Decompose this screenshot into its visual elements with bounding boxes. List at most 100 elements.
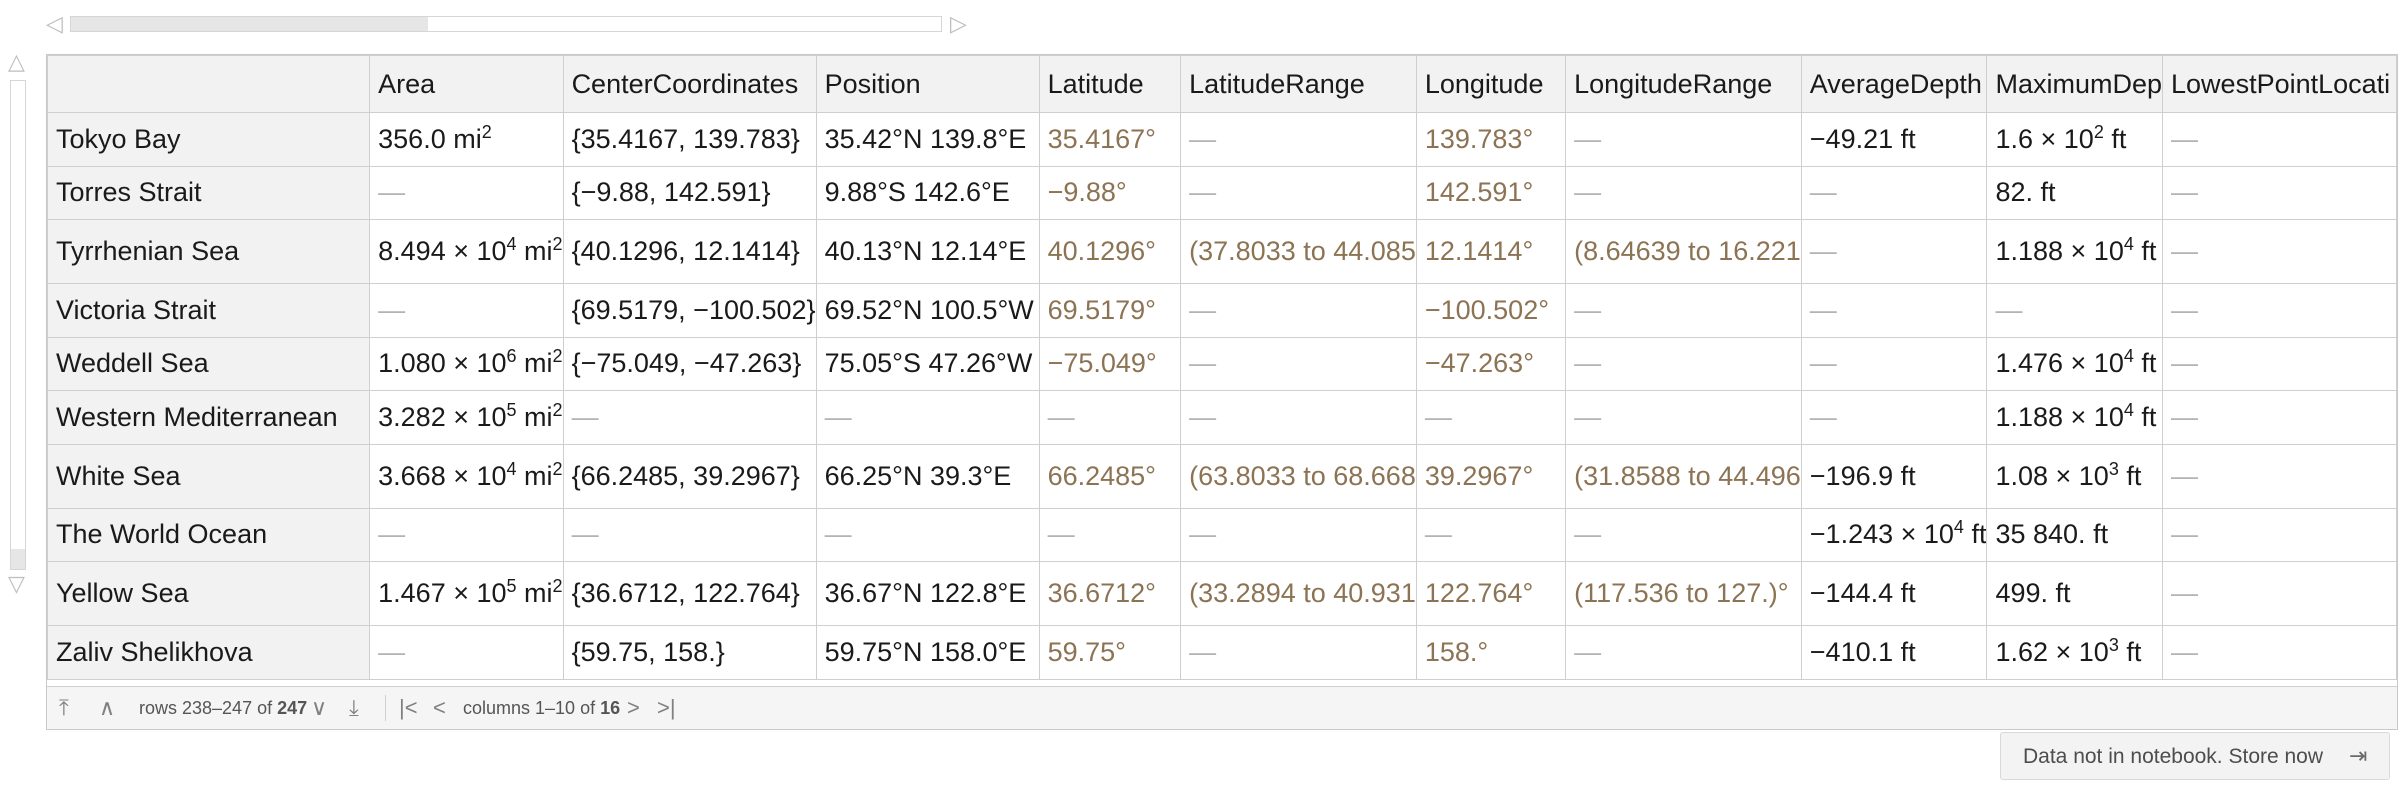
empty-value: — xyxy=(1809,401,1837,432)
latitude-cell: 35.4167° xyxy=(1038,112,1182,167)
scroll-left-arrow-icon[interactable]: ◁ xyxy=(46,11,63,36)
vertical-scroll-track[interactable] xyxy=(10,80,26,570)
scroll-right-arrow-icon[interactable]: ▷ xyxy=(950,11,967,36)
longitude-range-cell: (31.8588 to 44.496 xyxy=(1565,443,1802,509)
maximum-depth-cell: 35 840. ft xyxy=(1986,507,2164,562)
quantity-mantissa: 3.282 × 10 xyxy=(378,401,507,432)
latitude-range-cell: (37.8033 to 44.085 xyxy=(1180,219,1417,284)
quantity-unit: mi xyxy=(524,348,553,379)
last-column-icon[interactable]: >| xyxy=(657,695,676,720)
unit-power: 2 xyxy=(552,576,563,596)
table-row[interactable]: Yellow Sea 1.467 × 105 mi2 {36.6712, 122.7… xyxy=(47,561,2397,626)
quantity-exponent: 3 xyxy=(2108,458,2119,479)
last-page-icon[interactable]: ⤓ xyxy=(349,695,359,720)
longitude-cell: −47.263° xyxy=(1415,336,1567,391)
unit-power: 2 xyxy=(552,346,563,367)
quantity-unit: ft xyxy=(2126,636,2142,667)
previous-column-icon[interactable]: < xyxy=(433,695,446,720)
area-cell: — xyxy=(369,165,564,220)
area-cell: 8.494 × 104 mi2 xyxy=(369,219,564,284)
lowest-point-cell: — xyxy=(2162,390,2397,445)
latitude-cell: 66.2485° xyxy=(1038,443,1182,509)
quantity-exponent: 4 xyxy=(506,234,517,254)
quantity-unit: ft xyxy=(1900,460,1916,491)
table-row[interactable]: White Sea 3.668 × 104 mi2 {66.2485, 39.296… xyxy=(47,443,2397,509)
horizontal-scroll-track[interactable] xyxy=(70,16,942,32)
scroll-up-arrow-icon[interactable]: △ xyxy=(8,49,25,74)
longitude-range-cell: — xyxy=(1565,165,1802,220)
quantity-mantissa: 3.668 × 10 xyxy=(378,460,507,491)
quantity-unit: ft xyxy=(2141,401,2157,432)
table-row[interactable]: Torres Strait — {−9.88, 142.591} 9.88°S 142… xyxy=(47,165,2397,220)
area-cell: 3.668 × 104 mi2 xyxy=(369,443,564,509)
quantity-mantissa: 1.6 × 10 xyxy=(1995,123,2094,154)
row-total: 247 xyxy=(277,698,308,718)
scroll-down-arrow-icon[interactable]: ▽ xyxy=(8,571,25,596)
position-cell: 9.88°S 142.6°E xyxy=(815,165,1040,220)
horizontal-scroll-thumb[interactable] xyxy=(71,17,428,31)
latitude-range-cell: (63.8033 to 68.668 xyxy=(1180,443,1417,509)
row-range-label: rows 238–247 of 247 xyxy=(139,695,307,721)
first-page-icon[interactable]: ⤒ xyxy=(59,695,69,720)
longitude-cell: — xyxy=(1415,507,1567,562)
longitude-cell: 122.764° xyxy=(1415,561,1567,626)
maximum-depth-cell: 1.62 × 103 ft xyxy=(1986,625,2164,680)
table-row[interactable]: Tyrrhenian Sea 8.494 × 104 mi2 {40.1296, 1… xyxy=(47,219,2397,284)
longitude-range-cell: — xyxy=(1565,283,1802,338)
quantity-unit: ft xyxy=(1900,123,1916,154)
table-row[interactable]: The World Ocean — — — — — — — −1.243 × 104 ft 35 … xyxy=(47,507,2397,562)
latitude-cell: 40.1296° xyxy=(1038,219,1182,284)
position-cell: 75.05°S 47.26°W xyxy=(815,336,1040,391)
quantity-mantissa: 82. xyxy=(1995,177,2034,208)
longitude-range-cell: — xyxy=(1565,625,1802,680)
quantity-mantissa: −410.1 xyxy=(1809,636,1894,667)
quantity-unit: ft xyxy=(2141,348,2157,379)
table-row[interactable]: Weddell Sea 1.080 × 106 mi2 {−75.049, −47.… xyxy=(47,336,2397,391)
store-now-button[interactable]: Data not in notebook. Store now ⇥ xyxy=(2000,732,2390,780)
quantity-mantissa: 1.467 × 10 xyxy=(378,578,507,608)
empty-value: — xyxy=(378,177,406,208)
empty-value: — xyxy=(1809,236,1837,266)
average-depth-cell: — xyxy=(1800,165,1988,220)
table-row[interactable]: Zaliv Shelikhova — {59.75, 158.} 59.75°N 15… xyxy=(47,625,2397,680)
quantity-unit: ft xyxy=(1900,636,1916,667)
table-row[interactable]: Western Mediterranean 3.282 × 105 mi2— — — —… xyxy=(47,390,2397,445)
column-range-label: columns 1–10 of 16 xyxy=(463,695,620,721)
unit-power: 2 xyxy=(552,458,563,479)
latitude-cell: 36.6712° xyxy=(1038,561,1182,626)
quantity-mantissa: 1.188 × 10 xyxy=(1995,236,2124,266)
quantity-mantissa: 1.188 × 10 xyxy=(1995,401,2124,432)
previous-page-icon[interactable]: ∧ xyxy=(99,695,116,720)
area-cell: 1.467 × 105 mi2 xyxy=(369,561,564,626)
latitude-range-cell: (33.2894 to 40.931 xyxy=(1180,561,1417,626)
quantity-mantissa: −1.243 × 10 xyxy=(1809,519,1954,550)
center-coordinates-cell: {36.6712, 122.764} xyxy=(562,561,817,626)
column-header: Position xyxy=(815,55,1040,113)
longitude-range-cell: — xyxy=(1565,507,1802,562)
vertical-scroll-thumb[interactable] xyxy=(11,549,25,569)
next-column-icon[interactable]: > xyxy=(627,695,640,720)
next-page-icon[interactable]: ∨ xyxy=(311,695,328,720)
longitude-cell: 142.591° xyxy=(1415,165,1567,220)
header-row: Area CenterCoordinates Position Latitude Lat… xyxy=(47,55,2397,113)
quantity-exponent: 4 xyxy=(2123,346,2134,367)
latitude-cell: — xyxy=(1038,507,1182,562)
vertical-scrollbar[interactable]: △ ▽ xyxy=(6,49,32,612)
table-row[interactable]: Tokyo Bay 356.0 mi2 {35.4167, 139.783} 35.4… xyxy=(47,112,2397,167)
longitude-range-cell: — xyxy=(1565,112,1802,167)
longitude-cell: — xyxy=(1415,390,1567,445)
quantity-exponent: 4 xyxy=(1953,517,1964,538)
first-column-icon[interactable]: |< xyxy=(399,695,418,720)
table-row[interactable]: Victoria Strait — {69.5179, −100.502} 69.52… xyxy=(47,283,2397,338)
horizontal-scrollbar[interactable]: ◁ ▷ xyxy=(46,11,967,36)
column-total: 16 xyxy=(600,698,621,718)
maximum-depth-cell: 1.6 × 102 ft xyxy=(1986,112,2164,167)
quantity-mantissa: −49.21 xyxy=(1809,123,1894,154)
lowest-point-cell: — xyxy=(2162,219,2397,284)
longitude-range-cell: (8.64639 to 16.221 xyxy=(1565,219,1802,284)
lowest-point-cell: — xyxy=(2162,561,2397,626)
store-icon: ⇥ xyxy=(2349,743,2368,768)
unit-power: 2 xyxy=(552,399,563,420)
latitude-cell: −75.049° xyxy=(1038,336,1182,391)
lowest-point-cell: — xyxy=(2162,112,2397,167)
